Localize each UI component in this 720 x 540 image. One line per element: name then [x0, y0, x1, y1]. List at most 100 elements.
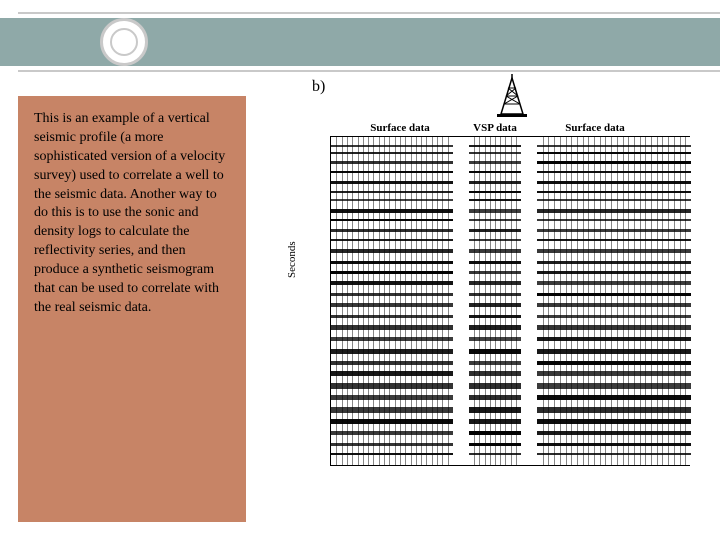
trace-line: [668, 137, 669, 465]
description-panel: This is an example of a vertical seismic…: [18, 96, 246, 522]
seismic-event: [331, 281, 453, 285]
seismic-event: [331, 145, 453, 147]
seismic-event: [469, 443, 521, 446]
seismic-event: [331, 453, 453, 455]
trace-line: [611, 137, 612, 465]
trace-line: [500, 137, 501, 465]
trace-line: [577, 137, 578, 465]
trace-line: [543, 137, 544, 465]
column-headers: Surface data VSP data Surface data: [340, 122, 690, 134]
trace-line: [634, 137, 635, 465]
trace-line: [442, 137, 443, 465]
trace-line: [426, 137, 427, 465]
seismic-event: [331, 315, 453, 318]
seismic-event: [469, 395, 521, 400]
seismic-event: [331, 337, 453, 341]
seismic-event: [537, 337, 691, 341]
seismic-event: [537, 219, 691, 221]
seismic-event: [331, 431, 453, 435]
seismic-event: [469, 249, 521, 253]
trace-line: [432, 137, 433, 465]
trace-line: [628, 137, 629, 465]
trace-line: [379, 137, 380, 465]
header-surface-2: Surface data: [530, 122, 660, 134]
seismic-event: [331, 349, 453, 354]
trace-line: [479, 137, 480, 465]
seismic-event: [469, 261, 521, 264]
seismic-event: [537, 191, 691, 193]
seismic-event: [537, 325, 691, 330]
header-vsp: VSP data: [460, 122, 530, 134]
trace-line: [680, 137, 681, 465]
derrick-icon: [495, 74, 529, 118]
seismic-event: [469, 161, 521, 164]
seismic-event: [469, 337, 521, 341]
seismic-event: [537, 361, 691, 365]
seismic-event: [469, 281, 521, 285]
seismic-event: [331, 419, 453, 424]
y-axis-label: Seconds: [286, 241, 298, 278]
trace-line: [421, 137, 422, 465]
trace-line: [560, 137, 561, 465]
trace-line: [588, 137, 589, 465]
trace-line: [336, 137, 337, 465]
trace-line: [516, 137, 517, 465]
seismic-event: [537, 303, 691, 307]
trace-line: [352, 137, 353, 465]
trace-line: [405, 137, 406, 465]
seismic-event: [537, 249, 691, 253]
trace-line: [605, 137, 606, 465]
seismic-event: [331, 152, 453, 154]
seismic-event: [537, 419, 691, 424]
trace-line: [657, 137, 658, 465]
seismic-event: [331, 229, 453, 232]
seismic-event: [537, 395, 691, 400]
trace-line: [485, 137, 486, 465]
seismic-event: [469, 431, 521, 435]
trace-line: [416, 137, 417, 465]
seismic-event: [469, 315, 521, 318]
trace-line: [600, 137, 601, 465]
trace-line: [674, 137, 675, 465]
panel-vsp: [469, 137, 529, 465]
trace-line: [384, 137, 385, 465]
seismic-event: [537, 209, 691, 213]
trace-line: [583, 137, 584, 465]
seismic-event: [469, 325, 521, 330]
seismic-event: [469, 383, 521, 389]
trace-line: [358, 137, 359, 465]
seismic-event: [537, 199, 691, 201]
badge-circle: [100, 18, 148, 66]
seismic-event: [469, 271, 521, 274]
trace-line: [373, 137, 374, 465]
header-surface-1: Surface data: [340, 122, 460, 134]
seismic-event: [331, 395, 453, 400]
seismic-event: [331, 361, 453, 365]
description-text: This is an example of a vertical seismic…: [34, 110, 230, 318]
seismic-event: [469, 229, 521, 232]
seismic-event: [469, 419, 521, 424]
seismic-event: [331, 293, 453, 296]
seismic-event: [331, 303, 453, 307]
seismic-event: [331, 371, 453, 376]
trace-line: [640, 137, 641, 465]
seismic-event: [469, 219, 521, 221]
seismic-event: [331, 181, 453, 184]
trace-line: [548, 137, 549, 465]
seismic-event: [537, 383, 691, 389]
seismic-event: [537, 271, 691, 274]
trace-line: [554, 137, 555, 465]
trace-line: [566, 137, 567, 465]
seismic-event: [469, 191, 521, 193]
trace-line: [495, 137, 496, 465]
seismic-event: [537, 315, 691, 318]
trace-line: [448, 137, 449, 465]
trace-line: [490, 137, 491, 465]
trace-line: [342, 137, 343, 465]
seismic-figure: b) Surface data VSP data Surface data Se…: [280, 78, 700, 478]
seismic-event: [331, 239, 453, 241]
seismic-event: [469, 371, 521, 376]
trace-line: [400, 137, 401, 465]
seismic-event: [469, 199, 521, 201]
seismic-event: [537, 261, 691, 264]
